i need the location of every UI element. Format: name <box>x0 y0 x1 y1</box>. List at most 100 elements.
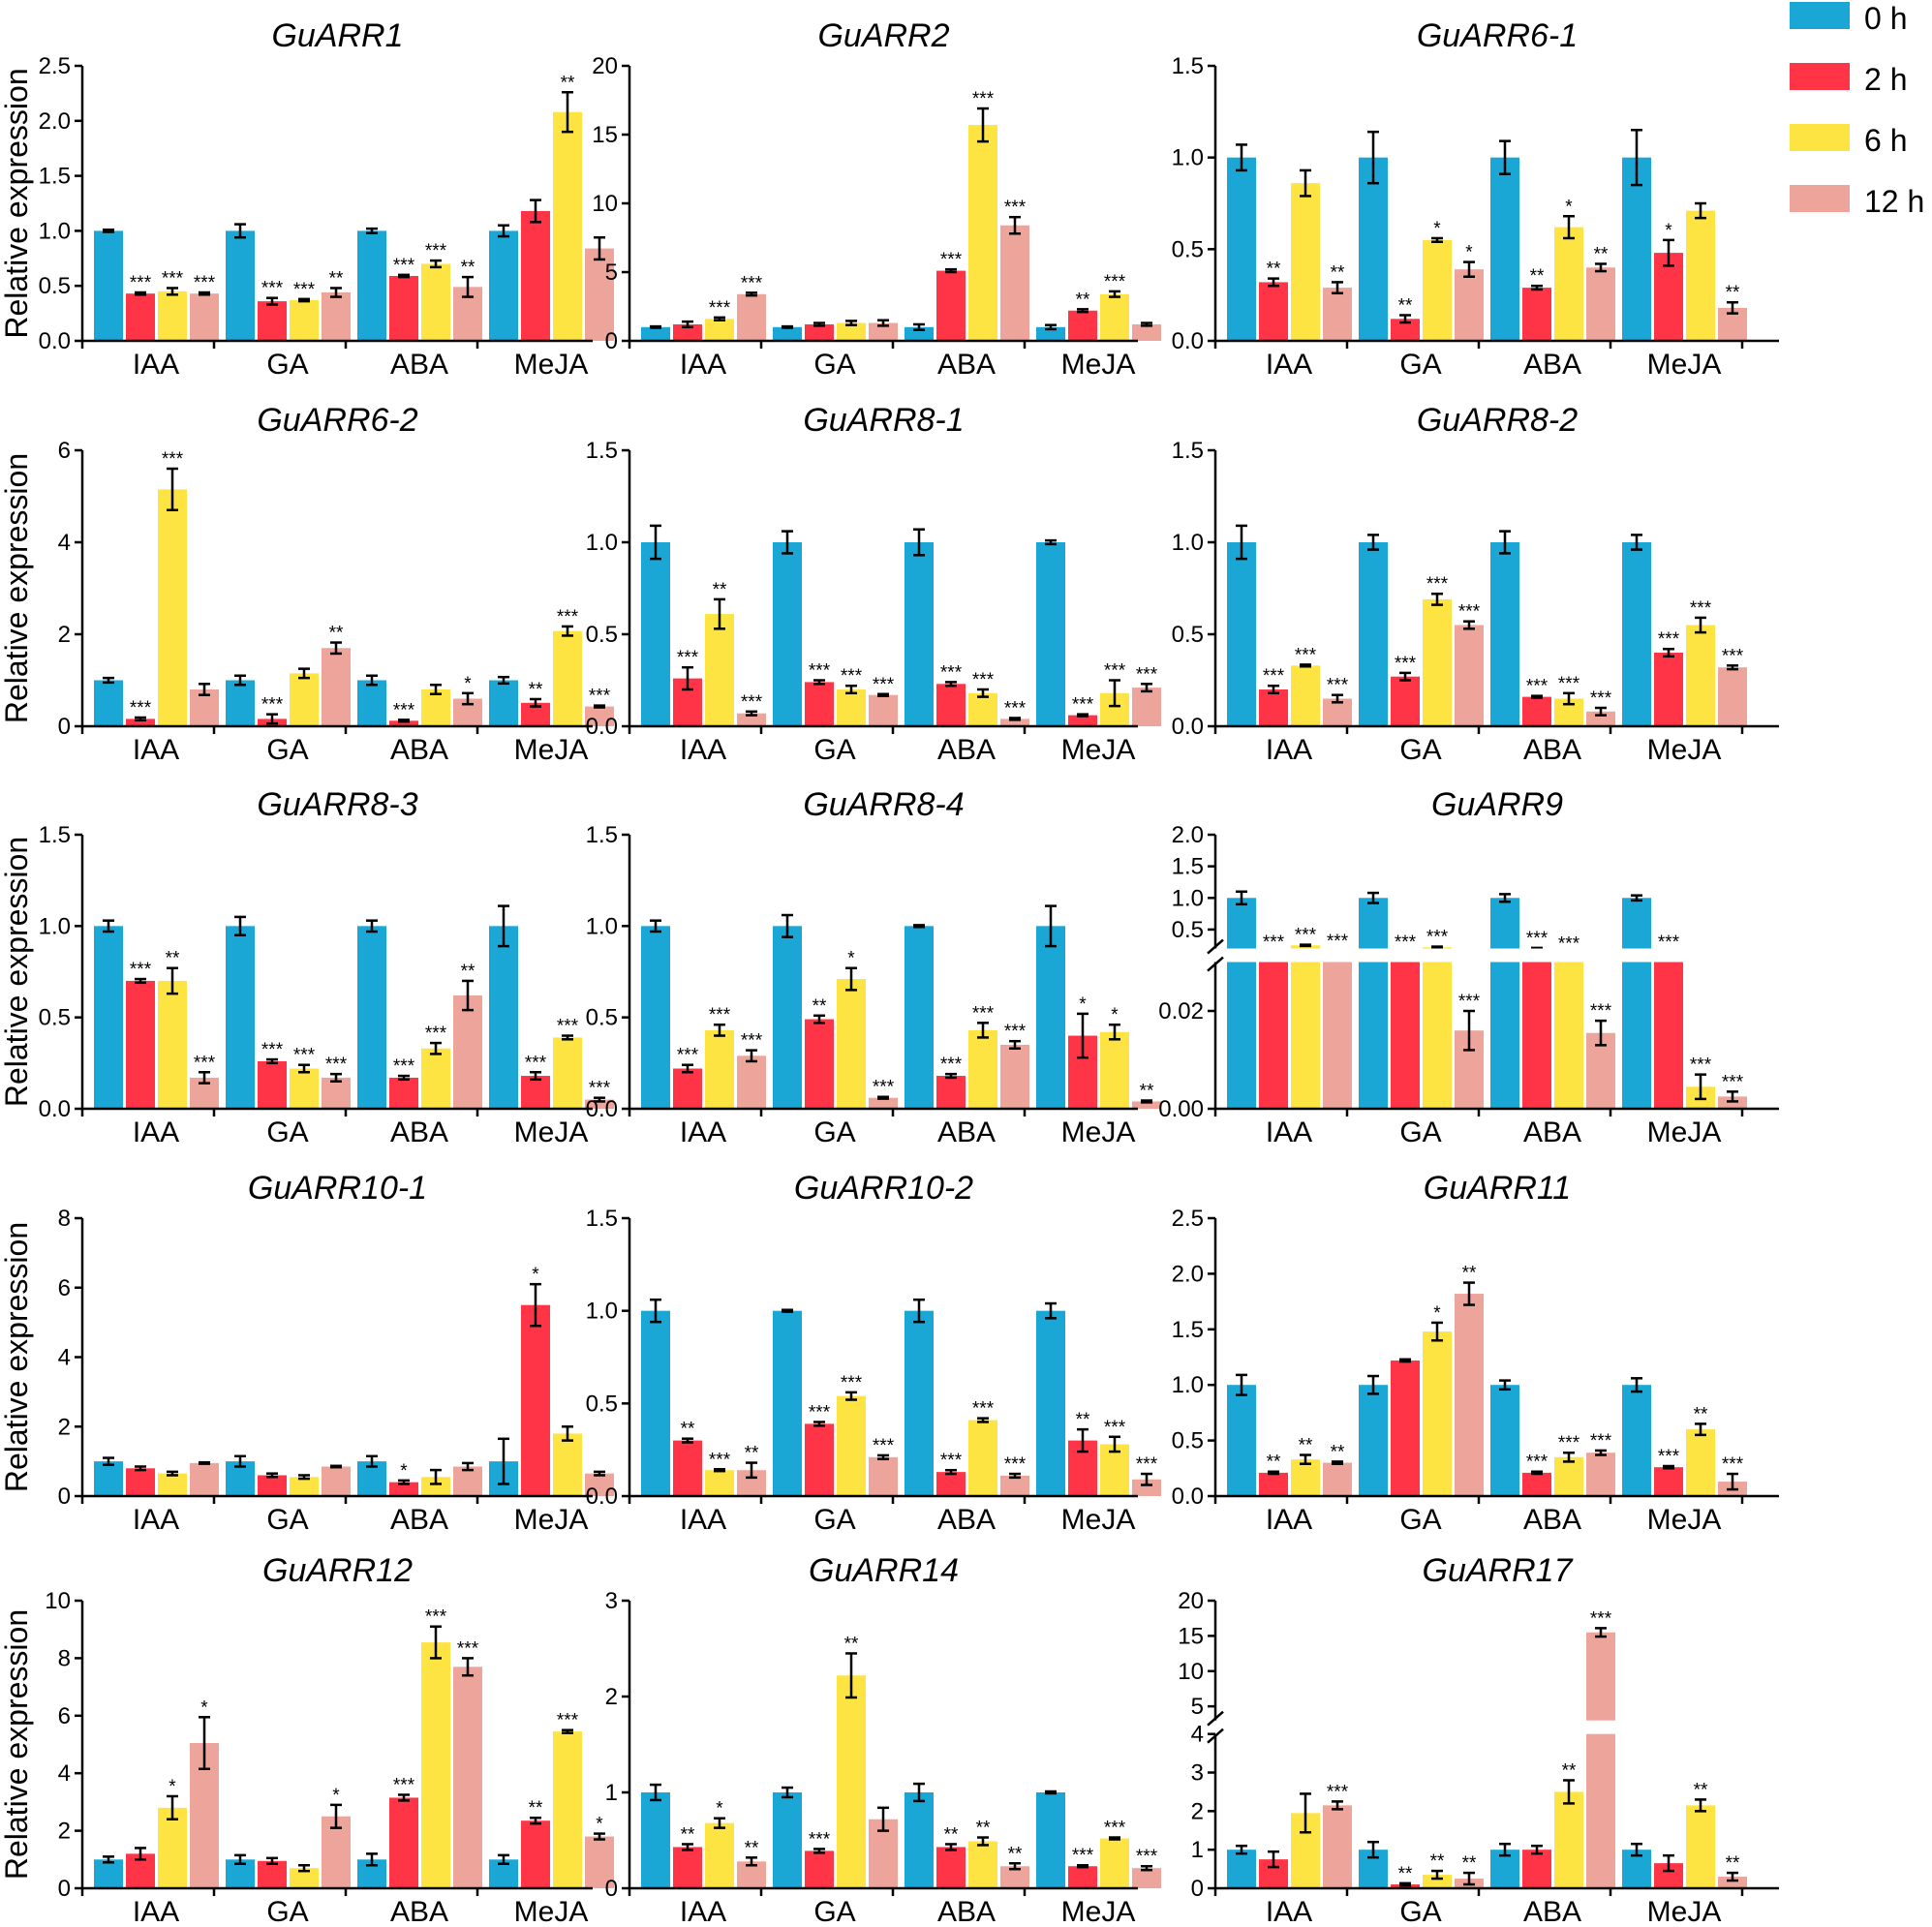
significance-label: *** <box>841 1373 863 1393</box>
significance-label: *** <box>457 1638 479 1659</box>
y-tick-label: 2.5 <box>39 53 71 79</box>
bar-aba-6h <box>968 125 997 341</box>
bar-aba-6h <box>968 692 997 726</box>
significance-label: ** <box>1140 1082 1154 1102</box>
significance-label: *** <box>1690 598 1712 619</box>
significance-label: *** <box>940 1055 963 1075</box>
x-tick-label: MeJA <box>1647 1896 1722 1927</box>
bar-iaa-2h <box>1259 282 1288 341</box>
bar-meja-12h <box>585 706 614 726</box>
significance-label: * <box>169 1777 176 1797</box>
y-tick-label: 1.5 <box>1172 1317 1204 1343</box>
significance-label: *** <box>425 241 447 261</box>
bar-ga-2h <box>805 1851 834 1888</box>
bar-iaa-0h <box>641 1310 670 1496</box>
bar-ga-6h <box>1423 598 1452 726</box>
bar-iaa-2h <box>673 1068 702 1109</box>
bar-ga-12h <box>1455 1294 1484 1496</box>
bar-ga-12h <box>1455 625 1484 726</box>
significance-label: ** <box>1267 260 1281 280</box>
bar-iaa-6h <box>705 1470 734 1496</box>
significance-label: *** <box>261 1040 284 1060</box>
significance-label: *** <box>261 279 284 299</box>
y-axis-label: Relative expression <box>0 68 34 338</box>
x-tick-label: IAA <box>1266 1116 1312 1148</box>
bar-ga-12h <box>322 1466 351 1496</box>
significance-label: *** <box>972 670 995 690</box>
significance-label: * <box>716 1799 723 1820</box>
y-tick-label: 4 <box>58 1760 71 1787</box>
significance-label: ** <box>681 1824 695 1845</box>
x-tick-label: MeJA <box>1647 1504 1722 1536</box>
significance-label: ** <box>1726 1853 1740 1874</box>
significance-label: *** <box>1558 674 1580 694</box>
bar-iaa-6h <box>1291 183 1320 341</box>
significance-label: ** <box>1562 1760 1577 1781</box>
significance-label: *** <box>677 648 699 668</box>
bar-meja-12h <box>1718 667 1747 726</box>
bar-aba-12h <box>1000 225 1029 341</box>
axis-break-gap <box>1217 1720 1781 1734</box>
significance-label: ** <box>1462 1264 1477 1284</box>
bar-ga-2h <box>805 682 834 726</box>
significance-label: *** <box>1722 646 1744 666</box>
y-tick-label: 0 <box>58 1483 71 1510</box>
significance-label: ** <box>461 258 475 278</box>
bar-ga-6h <box>1423 239 1452 341</box>
significance-label: *** <box>1526 677 1549 697</box>
significance-label: *** <box>1458 992 1481 1012</box>
significance-label: *** <box>940 1451 963 1471</box>
y-tick-label: 6 <box>58 438 71 464</box>
bar-meja-12h <box>1132 1101 1161 1109</box>
y-tick-label: 0.0 <box>39 1096 71 1122</box>
y-tick-label: 0.0 <box>586 714 618 740</box>
panel-guarr11: GuARR11**** **IAA***GA****** ***ABA*******… <box>1172 1170 1779 1536</box>
x-tick-label: ABA <box>1523 1116 1581 1148</box>
x-tick-label: ABA <box>390 1896 448 1927</box>
bar-ga-0h <box>773 542 802 726</box>
significance-label: ** <box>1076 1410 1090 1430</box>
bar-meja-6h <box>1100 1838 1129 1888</box>
bar-iaa-6h <box>158 489 187 726</box>
significance-label: *** <box>809 1402 831 1422</box>
y-tick-label: 2.5 <box>1172 1206 1204 1232</box>
significance-label: *** <box>1104 1819 1126 1839</box>
significance-label: * <box>532 1265 539 1285</box>
legend-label-12h: 12 h <box>1864 184 1924 219</box>
bar-aba-6h <box>1554 1456 1583 1496</box>
legend-label-0h: 0 h <box>1864 1 1907 36</box>
axis-break-mark <box>1207 956 1224 972</box>
bar-iaa-2h <box>126 719 155 726</box>
y-tick-label: 6 <box>58 1275 71 1301</box>
bar-meja-6h <box>1686 210 1715 341</box>
bar-aba-6h <box>421 1477 450 1496</box>
bar-aba-6h <box>421 1048 450 1109</box>
y-tick-label: 0.0 <box>1172 1483 1204 1510</box>
x-tick-label: MeJA <box>1061 1116 1136 1148</box>
x-tick-label: IAA <box>133 349 179 381</box>
y-axis-label: Relative expression <box>0 837 34 1107</box>
panel-title: GuARR2 <box>817 17 949 54</box>
significance-label: ** <box>944 1824 959 1845</box>
bar-meja-2h <box>1654 1467 1683 1496</box>
significance-label: *** <box>709 1450 731 1470</box>
significance-label: ** <box>976 1819 991 1839</box>
y-tick-label: 0.5 <box>1172 1428 1204 1454</box>
bar-ga-12h <box>1455 269 1484 341</box>
bar-meja-2h <box>521 1304 550 1496</box>
bar-ga-12h <box>869 1456 898 1496</box>
significance-label: *** <box>325 1055 348 1075</box>
significance-label: *** <box>873 1436 895 1456</box>
bar-aba-12h <box>453 1667 482 1888</box>
significance-label: ** <box>1530 266 1545 287</box>
significance-label: *** <box>393 700 415 720</box>
bar-iaa-2h <box>673 1847 702 1888</box>
significance-label: *** <box>972 89 995 109</box>
bar-iaa-6h <box>1291 665 1320 726</box>
significance-label: *** <box>709 298 731 319</box>
x-tick-label: MeJA <box>514 734 589 766</box>
bar-aba-12h <box>453 995 482 1109</box>
bar-meja-6h <box>553 1037 582 1109</box>
y-tick-label: 4 <box>1191 1722 1204 1748</box>
bar-meja-0h <box>489 680 518 726</box>
